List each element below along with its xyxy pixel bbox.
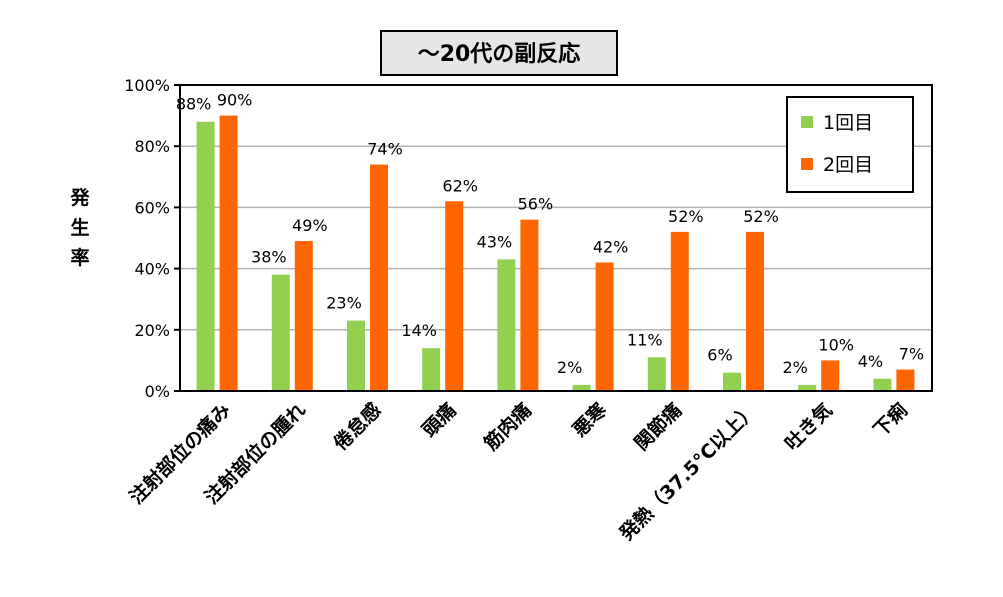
y-axis-ticks: 0% 20% 40% 60% 80% 100%: [124, 76, 180, 401]
data-label-series-2: 10%: [818, 335, 854, 354]
y-tick-label: 20%: [134, 321, 170, 340]
data-label-series-2: 52%: [743, 207, 779, 226]
data-label-series-1: 23%: [326, 294, 362, 313]
data-label-series-1: 38%: [251, 248, 287, 267]
y-tick-label: 60%: [134, 198, 170, 217]
bar-series-2: [595, 262, 614, 391]
y-tick-label: 100%: [124, 76, 170, 95]
category-label: 関節痛: [630, 398, 687, 455]
bar-series-2: [821, 360, 840, 391]
bar-series-2: [520, 219, 539, 391]
category-label: 発熱（37.5°C以上）: [614, 398, 761, 545]
legend: 1回目 2回目: [786, 96, 914, 193]
bar-series-2: [219, 115, 238, 391]
data-label-series-1: 11%: [627, 330, 663, 349]
data-label-series-2: 42%: [593, 237, 629, 256]
legend-label-series-2: 2回目: [823, 154, 873, 176]
legend-label-series-1: 1回目: [823, 112, 873, 134]
bar-series-1: [572, 384, 591, 391]
data-label-series-2: 52%: [668, 207, 704, 226]
data-label-series-1: 88%: [176, 95, 212, 114]
data-label-series-1: 6%: [707, 346, 732, 365]
bar-series-1: [647, 357, 666, 391]
plot-area-frame: [179, 84, 933, 392]
legend-swatch-series-2: [801, 158, 813, 170]
category-label: 下痢: [869, 398, 912, 441]
bar-series-1: [347, 320, 365, 391]
category-label: 吐き気: [780, 398, 837, 455]
bar-series-1: [271, 274, 290, 391]
data-labels: 88% 90% 38% 49% 23% 74% 14% 62% 43% 56% 2% 42% 11% 52…: [176, 91, 924, 377]
legend-swatch-series-1: [801, 116, 813, 128]
bar-series-1: [873, 378, 892, 391]
data-label-series-1: 14%: [401, 321, 437, 340]
category-label: 筋肉痛: [479, 398, 536, 455]
data-label-series-1: 43%: [477, 232, 513, 251]
y-tick-label: 0%: [145, 382, 170, 401]
data-label-series-2: 90%: [217, 91, 253, 110]
chart-title-box: [380, 30, 618, 76]
bar-series-2: [445, 201, 464, 391]
data-label-series-2: 56%: [518, 195, 554, 214]
bar-series-2: [370, 164, 388, 391]
category-label: 悪寒: [568, 398, 611, 441]
bar-series-1: [196, 121, 215, 391]
bar-series-1: [422, 348, 441, 391]
category-label: 頭痛: [418, 398, 461, 441]
bar-series-1: [798, 384, 817, 391]
bar-series-2: [896, 369, 915, 391]
data-label-series-2: 49%: [292, 216, 328, 235]
bar-series-2: [670, 231, 689, 391]
y-axis-label: 発生率: [69, 186, 90, 269]
data-label-series-1: 2%: [557, 358, 582, 377]
data-label-series-2: 74%: [367, 140, 403, 159]
data-label-series-2: 7%: [899, 345, 924, 364]
bars: [196, 115, 915, 391]
y-tick-label: 80%: [134, 137, 170, 156]
data-label-series-1: 4%: [858, 352, 883, 371]
bar-series-2: [294, 241, 313, 391]
y-tick-label: 40%: [134, 260, 170, 279]
chart-title: ～20代の副反応: [418, 41, 581, 67]
bar-series-2: [746, 231, 764, 391]
legend-box: [786, 96, 914, 193]
category-label: 倦怠感: [329, 398, 386, 455]
bar-series-1: [497, 259, 516, 391]
bar-series-1: [723, 372, 741, 391]
data-label-series-2: 62%: [442, 176, 478, 195]
data-label-series-1: 2%: [783, 358, 808, 377]
